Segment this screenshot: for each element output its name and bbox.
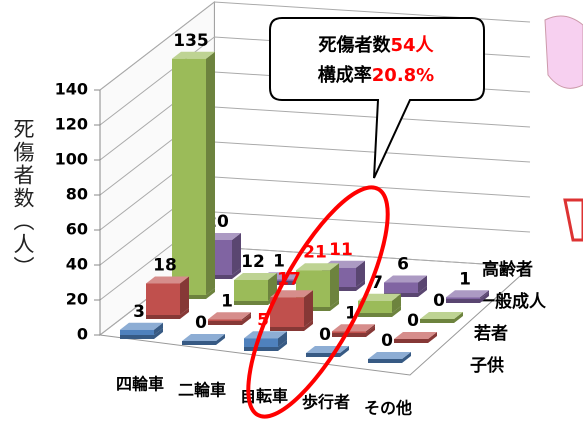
x-tick-label: 歩行者 <box>302 393 350 412</box>
y-tick-label: 140 <box>55 80 88 99</box>
bar <box>234 280 268 301</box>
bar <box>208 319 242 321</box>
callout-text: 死傷者数 <box>318 34 391 56</box>
callout: 死傷者数54人 構成率20.8% <box>270 18 484 178</box>
bar <box>120 330 154 335</box>
bar <box>146 284 180 316</box>
x-tick-label: 四輪車 <box>116 375 164 394</box>
page: 020406080100120140四輪車二輪車自転車歩行者その他子供若者一般成… <box>0 0 583 426</box>
value-label: 1 <box>273 251 285 271</box>
value-label: 0 <box>195 313 207 333</box>
decoration <box>545 16 583 240</box>
callout-value: 20.8% <box>372 65 434 86</box>
bar-side <box>330 263 339 307</box>
x-tick-label: 二輪車 <box>178 381 226 400</box>
value-label: 0 <box>433 291 445 311</box>
series-label: 若者 <box>473 323 508 344</box>
bar <box>446 297 480 299</box>
value-label: 18 <box>153 256 177 276</box>
y-tick-label: 60 <box>66 220 88 239</box>
series-label: 子供 <box>470 355 504 376</box>
illustration <box>565 200 583 240</box>
y-tick-label: 20 <box>66 290 88 309</box>
value-label: 11 <box>329 240 353 260</box>
callout-line: 構成率20.8% <box>318 64 434 86</box>
callout-value: 54人 <box>390 35 434 56</box>
callout-line: 死傷者数54人 <box>318 34 434 56</box>
value-label: 12 <box>241 252 265 272</box>
y-tick-label: 80 <box>66 185 88 204</box>
bar <box>244 338 278 347</box>
bar <box>384 283 418 294</box>
illustration <box>545 16 583 88</box>
bar-side <box>206 52 215 295</box>
value-label: 0 <box>319 325 331 345</box>
x-tick-label: その他 <box>364 399 412 418</box>
chart: 020406080100120140四輪車二輪車自転車歩行者その他子供若者一般成… <box>0 0 583 426</box>
value-label: 1 <box>459 269 471 289</box>
series-label: 高齢者 <box>482 259 533 280</box>
bar-side <box>232 233 241 275</box>
y-axis-title: 死傷者数（人） <box>8 118 38 279</box>
y-tick-label: 0 <box>77 325 88 344</box>
callout-text: 構成率 <box>318 64 372 86</box>
y-tick-label: 40 <box>66 255 88 274</box>
y-tick-label: 100 <box>55 150 88 169</box>
value-label: 3 <box>133 302 145 322</box>
value-label: 135 <box>173 31 209 51</box>
y-tick-label: 120 <box>55 115 88 134</box>
value-label: 0 <box>407 311 419 331</box>
bar <box>172 59 206 295</box>
value-label: 1 <box>221 291 233 311</box>
value-label: 0 <box>381 331 393 351</box>
value-label: 6 <box>397 255 409 275</box>
